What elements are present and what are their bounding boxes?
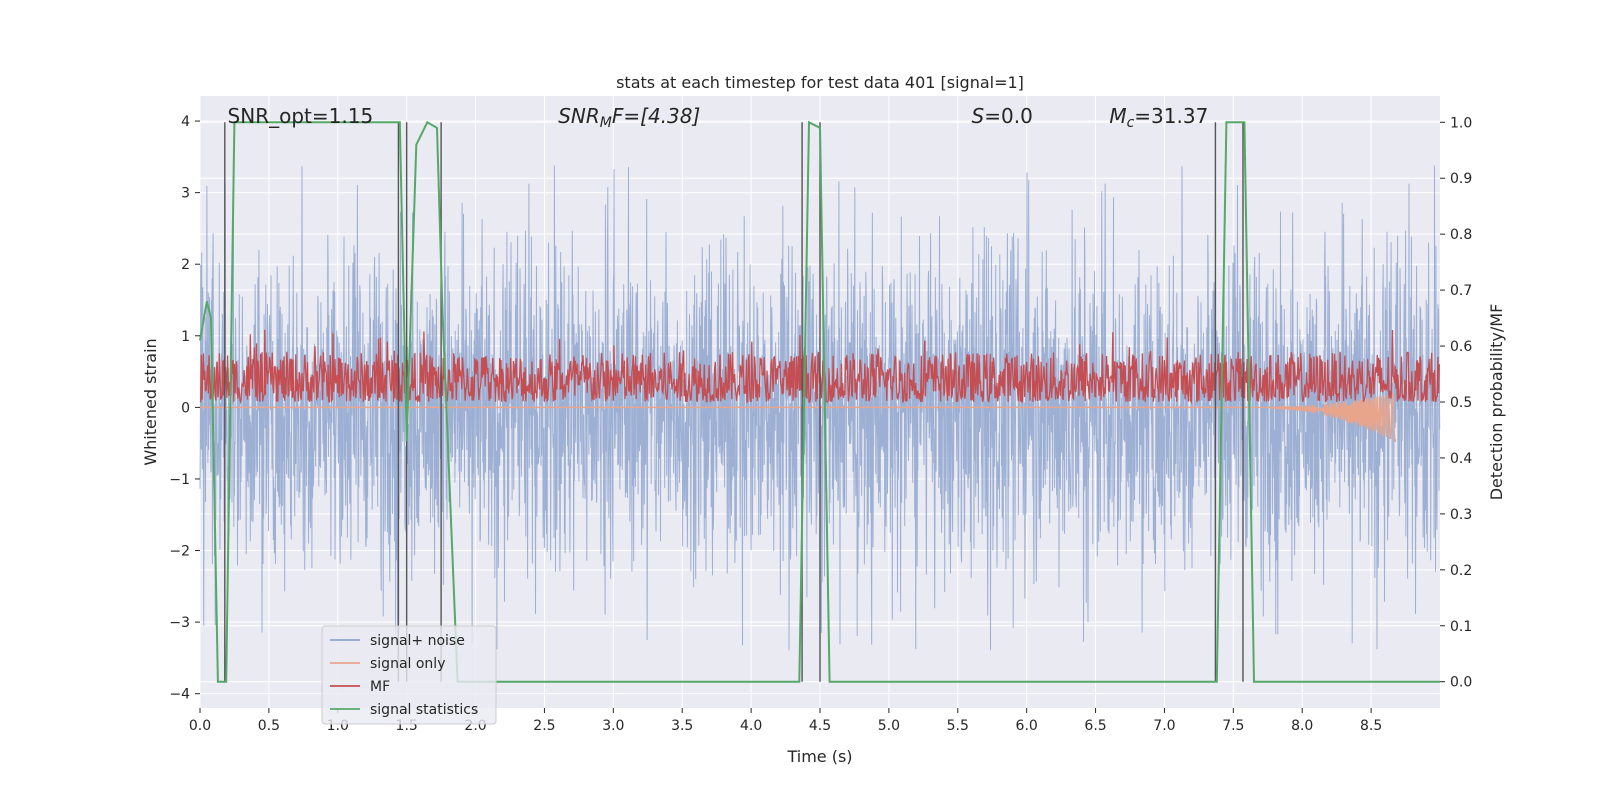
x-tick-label: 4.5 xyxy=(809,718,831,734)
signal-statistics-series xyxy=(199,120,1440,683)
x-axis-label: Time (s) xyxy=(786,747,852,766)
x-tick-label: 6.5 xyxy=(1084,718,1106,734)
y-tick-label: 4 xyxy=(181,114,190,130)
x-tick-label: 8.0 xyxy=(1291,718,1313,734)
annotation-text: SNRMF=[4.38] xyxy=(558,104,700,131)
x-tick-label: 5.5 xyxy=(947,718,969,734)
y2-tick-label: 1.0 xyxy=(1450,115,1472,131)
x-tick-label: 4.0 xyxy=(740,718,762,734)
y2-tick-label: 0.1 xyxy=(1450,619,1472,635)
y2-tick-label: 0.7 xyxy=(1450,283,1472,299)
annotations: SNR_opt=1.15 SNRMF=[4.38] S=0.0 Mc=31.37 xyxy=(228,104,1209,131)
y2-tick-label: 0.4 xyxy=(1450,451,1472,467)
y2-axis-ticks: 0.0 0.1 0.2 0.3 0.4 0.5 0.6 0.7 0.8 0.9 1.0 xyxy=(1440,115,1472,691)
y2-tick-label: 0.3 xyxy=(1450,507,1472,523)
y-tick-label: −2 xyxy=(169,544,190,560)
signal-only-series xyxy=(200,393,1397,443)
y-tick-label: −4 xyxy=(169,687,190,703)
y-tick-label: −3 xyxy=(169,615,190,631)
legend-label-signal-noise: signal+ noise xyxy=(370,633,465,649)
annotation-text: Mc=31.37 xyxy=(1109,104,1208,131)
legend-box xyxy=(321,625,497,725)
legend: signal+ noise signal only MF signal stat… xyxy=(321,625,497,725)
legend-label-signal-only: signal only xyxy=(370,656,445,672)
chart-title: stats at each timestep for test data 401… xyxy=(616,73,1024,92)
y-axis-label: Whitened strain xyxy=(141,338,160,465)
y2-tick-label: 0.2 xyxy=(1450,563,1472,579)
signal-only-chirp xyxy=(1247,393,1397,443)
y-tick-label: 2 xyxy=(181,257,190,273)
x-tick-label: 5.0 xyxy=(878,718,900,734)
y2-axis-label: Detection probability/MF xyxy=(1487,304,1506,501)
x-tick-label: 0.5 xyxy=(258,718,280,734)
x-tick-label: 7.5 xyxy=(1222,718,1244,734)
y2-tick-label: 0.6 xyxy=(1450,339,1472,355)
y2-tick-label: 0.5 xyxy=(1450,395,1472,411)
y-tick-label: 1 xyxy=(181,329,190,345)
x-tick-label: 2.5 xyxy=(533,718,555,734)
x-tick-label: 8.5 xyxy=(1360,718,1382,734)
y-tick-label: −1 xyxy=(169,472,190,488)
x-tick-label: 0.0 xyxy=(189,718,211,734)
y2-tick-label: 0.8 xyxy=(1450,227,1472,243)
y-tick-label: 3 xyxy=(181,186,190,202)
legend-label-mf: MF xyxy=(370,679,390,695)
annotation-text: S=0.0 xyxy=(972,104,1033,128)
annotation-text: SNR_opt=1.15 xyxy=(228,104,374,128)
x-tick-label: 6.0 xyxy=(1016,718,1038,734)
x-tick-label: 7.0 xyxy=(1153,718,1175,734)
signal-statistics-line xyxy=(199,120,1440,683)
legend-label-signal-statistics: signal statistics xyxy=(370,702,478,718)
y2-tick-label: 0.0 xyxy=(1450,675,1472,691)
y2-tick-label: 0.9 xyxy=(1450,171,1472,187)
x-tick-label: 3.0 xyxy=(602,718,624,734)
x-tick-label: 3.5 xyxy=(671,718,693,734)
y-axis-ticks: −4 −3 −2 −1 0 1 2 3 4 xyxy=(169,114,200,703)
y-tick-label: 0 xyxy=(181,400,190,416)
